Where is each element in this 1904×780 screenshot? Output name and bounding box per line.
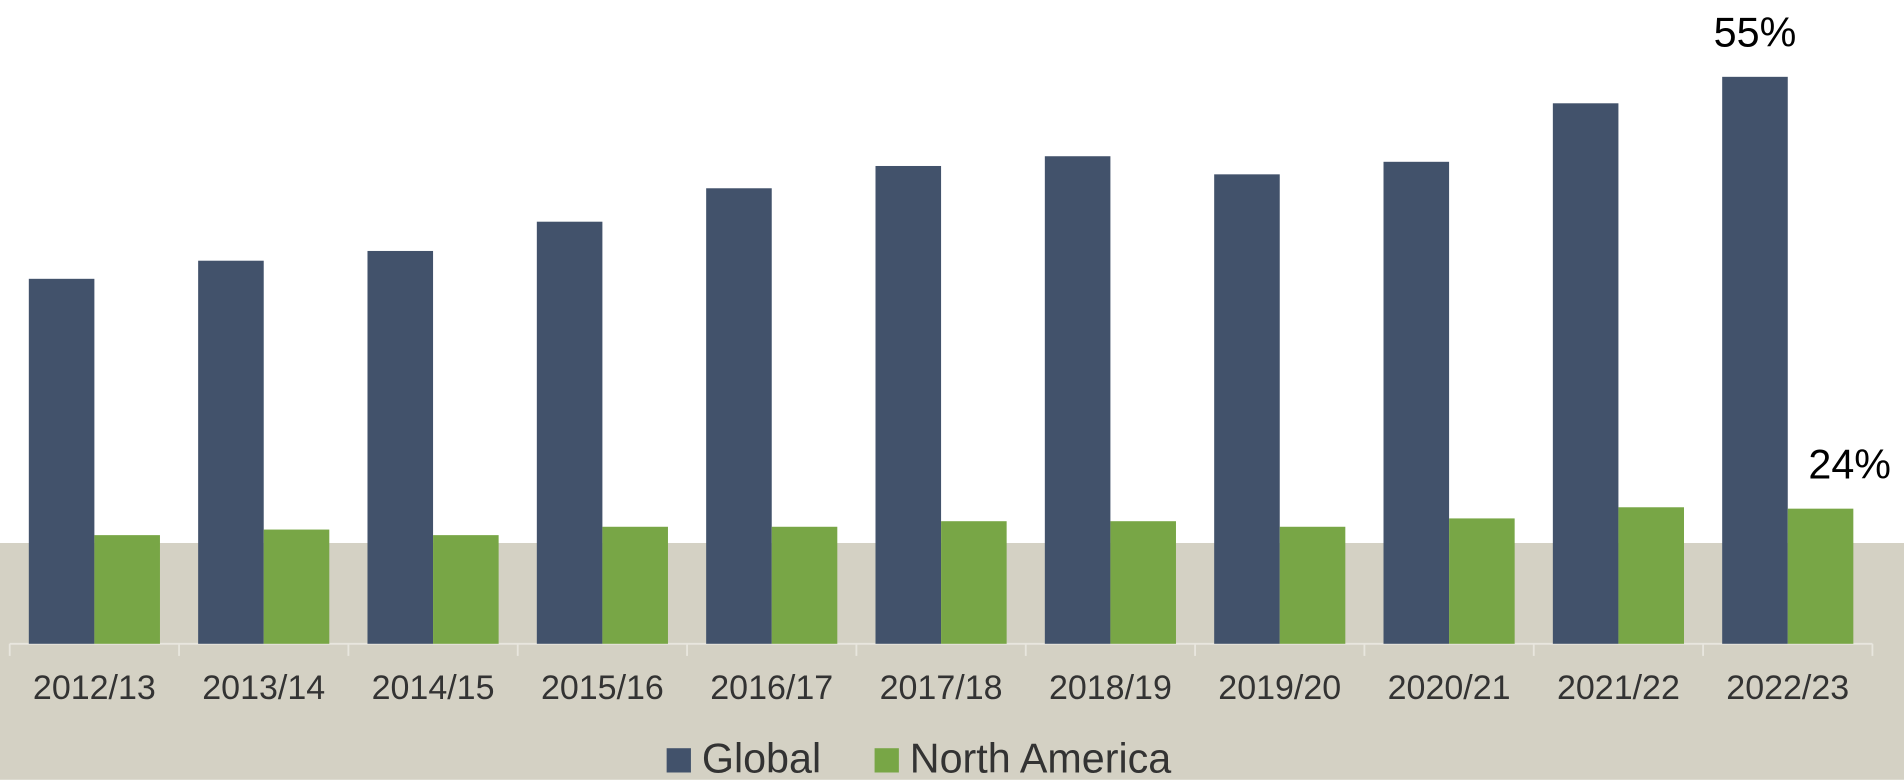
bar — [1722, 76, 1788, 644]
bar — [1383, 161, 1450, 644]
bar — [28, 278, 95, 644]
bar — [536, 221, 603, 644]
x-tick-label: 2019/20 — [1218, 669, 1341, 707]
bar — [263, 529, 330, 644]
bar — [706, 188, 772, 644]
bar — [1449, 518, 1515, 644]
bar — [1044, 156, 1111, 644]
x-tick-label: 2014/15 — [372, 669, 495, 707]
x-tick-label: 2021/22 — [1557, 669, 1680, 707]
legend-swatch — [666, 748, 691, 773]
x-tick-label: 2022/23 — [1726, 669, 1849, 707]
bar — [1618, 507, 1684, 644]
bar — [94, 535, 160, 644]
bar — [198, 260, 264, 644]
legend-label: Global — [702, 735, 821, 780]
bar — [941, 521, 1007, 644]
bar — [1214, 174, 1280, 644]
bar — [1279, 526, 1346, 644]
bar — [1787, 508, 1854, 644]
x-tick-label: 2018/19 — [1049, 669, 1172, 707]
x-tick-label: 2013/14 — [202, 669, 325, 707]
bar — [433, 535, 499, 644]
bar — [771, 526, 838, 644]
legend-swatch — [874, 748, 899, 773]
bar — [367, 250, 434, 644]
bar — [875, 165, 942, 644]
x-tick-label: 2016/17 — [710, 669, 833, 707]
bar — [1110, 521, 1176, 644]
bar — [1552, 103, 1619, 644]
data-label: 24% — [1808, 441, 1891, 487]
x-tick-label: 2017/18 — [880, 669, 1003, 707]
bar — [602, 526, 668, 644]
x-tick-label: 2020/21 — [1388, 669, 1511, 707]
x-tick-label: 2012/13 — [33, 669, 156, 707]
legend-label: North America — [910, 735, 1171, 780]
data-label: 55% — [1714, 9, 1797, 55]
x-tick-label: 2015/16 — [541, 669, 664, 707]
